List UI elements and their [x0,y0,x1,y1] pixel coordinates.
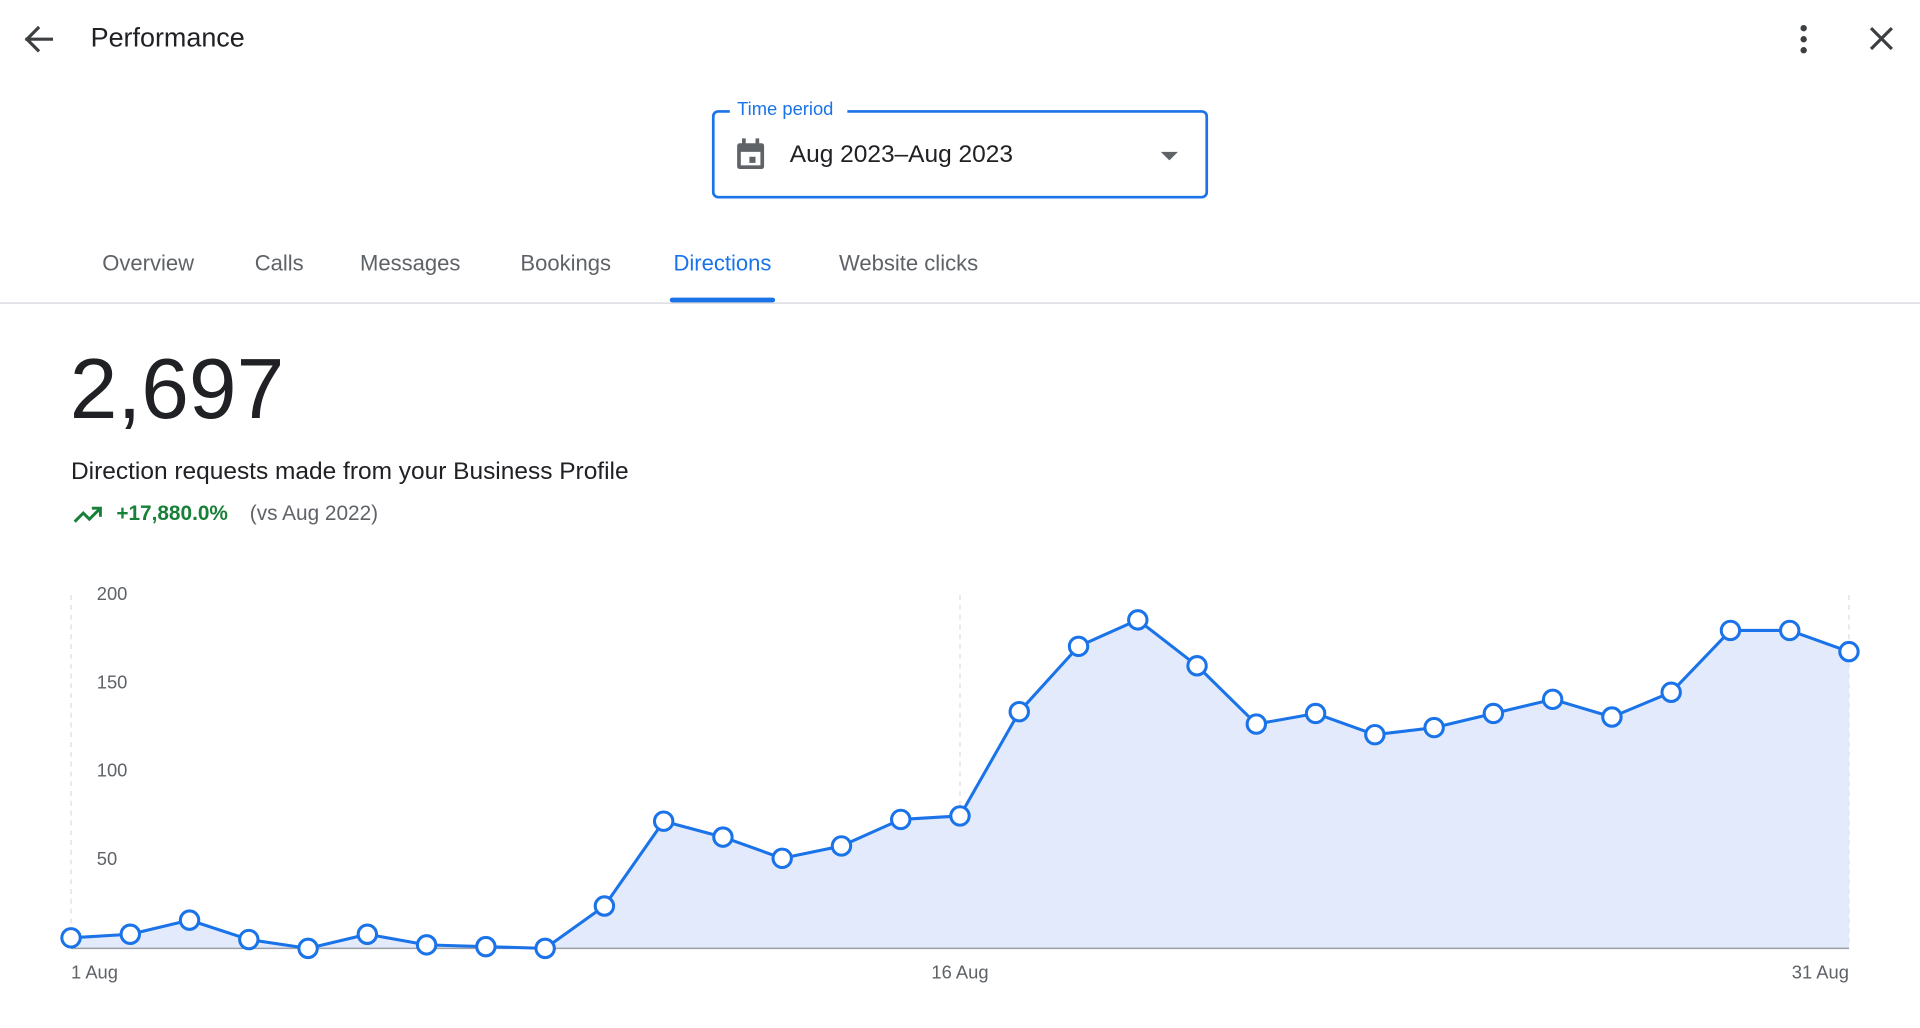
tab[interactable]: Directions [673,250,771,275]
data-point[interactable] [1186,655,1208,677]
data-point[interactable] [890,808,912,831]
data-point[interactable] [1482,702,1505,725]
data-point[interactable] [830,835,853,857]
calendar-icon [737,138,765,169]
description: Direction requests made from your Busine… [71,458,629,485]
time-period-select[interactable]: Time period Aug 2023–Aug 2023 [711,98,1209,199]
tab[interactable]: Bookings [520,250,611,275]
more-menu[interactable] [1800,25,1807,54]
x-tick-label: 31 Aug [1792,961,1849,982]
field-label: Time period [737,98,833,119]
data-point[interactable] [1304,702,1327,725]
tab-bar: Overview Calls Messages Bookings Directions W… [102,250,978,303]
area [71,619,1849,949]
data-point[interactable] [60,927,82,949]
data-point[interactable] [1245,713,1268,735]
close-button[interactable] [1869,27,1893,51]
dropdown-arrow [1160,151,1178,161]
tab[interactable]: Messages [360,250,460,275]
data-point[interactable] [771,847,793,870]
data-point[interactable] [415,934,438,956]
data-point[interactable] [1127,609,1149,631]
tab[interactable]: Overview [102,250,194,275]
data-point[interactable] [297,937,319,960]
data-point[interactable] [1008,700,1030,723]
data-point[interactable] [1719,619,1742,642]
data-point[interactable] [652,810,675,832]
page-title: Performance [91,22,245,52]
data-point[interactable] [1660,681,1682,703]
data-point[interactable] [178,909,201,931]
field-value: Aug 2023–Aug 2023 [790,141,1013,168]
data-point[interactable] [356,923,379,945]
data-point[interactable] [1541,688,1564,711]
data-point[interactable] [1364,723,1386,746]
data-point[interactable] [1067,635,1090,658]
data-point[interactable] [534,937,556,960]
trend-icon-head [91,506,102,517]
total-value: 2,697 [70,341,284,437]
comparison: (vs Aug 2022) [250,502,378,525]
chart: 1 Aug 16 Aug 31 Aug 50 100 150 200 [60,583,1860,982]
tab[interactable]: Website clicks [839,250,978,275]
y-tick-label: 200 [97,583,128,604]
y-tick-label: 100 [97,760,128,781]
change: +17,880.0% [116,502,228,525]
data-point[interactable] [712,826,734,848]
data-point[interactable] [119,923,142,945]
y-tick-label: 50 [97,848,117,869]
data-point[interactable] [949,805,971,827]
data-point[interactable] [1601,706,1623,728]
trend-icon [73,508,101,523]
y-tick-label: 150 [97,671,128,692]
data-point[interactable] [238,928,260,951]
back-button[interactable] [24,25,54,53]
data-point[interactable] [1838,640,1860,663]
x-tick-label: 1 Aug [71,961,118,982]
tab[interactable]: Calls [255,250,304,275]
data-point[interactable] [1423,716,1445,739]
data-point[interactable] [1778,619,1801,642]
data-point[interactable] [475,935,497,958]
x-tick-label: 16 Aug [931,961,988,982]
tab-indicator [669,297,776,303]
data-point[interactable] [593,895,616,917]
